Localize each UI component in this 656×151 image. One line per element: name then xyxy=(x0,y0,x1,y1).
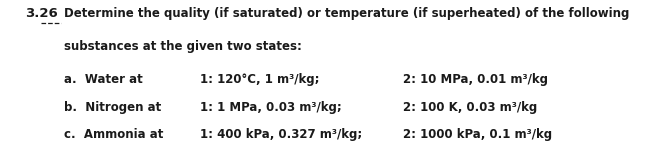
Text: substances at the given two states:: substances at the given two states: xyxy=(64,40,302,53)
Text: 1: 1 MPa, 0.03 m³/kg;: 1: 1 MPa, 0.03 m³/kg; xyxy=(200,101,342,114)
Text: b.  Nitrogen at: b. Nitrogen at xyxy=(64,101,161,114)
Text: Determine the quality (if saturated) or temperature (if superheated) of the foll: Determine the quality (if saturated) or … xyxy=(64,7,630,20)
Text: 1: 400 kPa, 0.327 m³/kg;: 1: 400 kPa, 0.327 m³/kg; xyxy=(200,128,362,141)
Text: a.  Water at: a. Water at xyxy=(64,73,143,86)
Text: 2: 1000 kPa, 0.1 m³/kg: 2: 1000 kPa, 0.1 m³/kg xyxy=(403,128,552,141)
Text: 2: 100 K, 0.03 m³/kg: 2: 100 K, 0.03 m³/kg xyxy=(403,101,538,114)
Text: 3.26: 3.26 xyxy=(25,7,58,20)
Text: 1: 120°C, 1 m³/kg;: 1: 120°C, 1 m³/kg; xyxy=(200,73,319,86)
Text: 2: 10 MPa, 0.01 m³/kg: 2: 10 MPa, 0.01 m³/kg xyxy=(403,73,548,86)
Text: c.  Ammonia at: c. Ammonia at xyxy=(64,128,163,141)
